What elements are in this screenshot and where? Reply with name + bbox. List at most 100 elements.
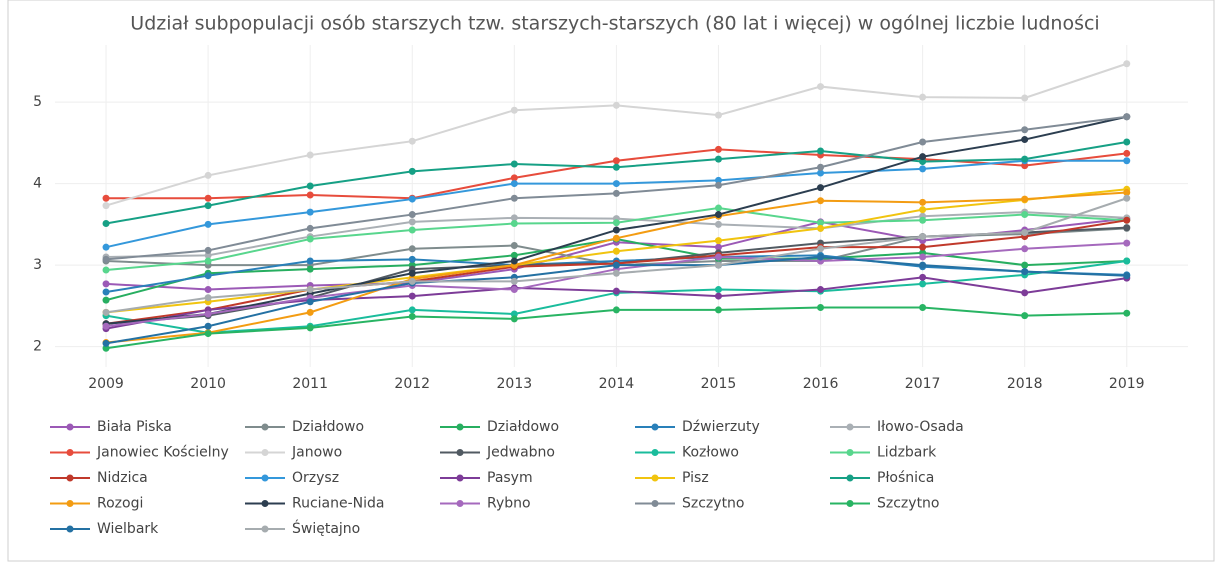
- data-point: [817, 286, 825, 294]
- x-tick-label: 2009: [88, 376, 124, 392]
- data-point: [714, 220, 722, 228]
- data-point: [1021, 289, 1029, 297]
- legend-label: Biała Piska: [97, 419, 172, 435]
- data-point: [510, 174, 518, 182]
- legend-label: Rybno: [487, 496, 531, 512]
- data-point: [1021, 245, 1029, 253]
- data-point: [408, 306, 416, 314]
- data-point: [408, 226, 416, 234]
- data-point: [612, 189, 620, 197]
- data-point: [510, 160, 518, 168]
- legend-swatch-marker: [651, 500, 659, 507]
- legend-label: Wielbark: [97, 521, 159, 537]
- x-tick-label: 2010: [190, 376, 226, 392]
- x-tick-label: 2014: [599, 376, 635, 392]
- y-tick-label: 2: [33, 339, 42, 355]
- x-tick-label: 2019: [1109, 376, 1145, 392]
- data-point: [510, 194, 518, 202]
- data-point: [817, 219, 825, 227]
- data-point: [510, 180, 518, 188]
- legend-label: Lidzbark: [877, 445, 937, 461]
- data-point: [102, 308, 110, 316]
- x-tick-label: 2012: [394, 376, 430, 392]
- data-point: [510, 242, 518, 250]
- data-point: [204, 294, 212, 302]
- data-point: [817, 253, 825, 261]
- data-point: [1021, 268, 1029, 276]
- data-point: [306, 151, 314, 159]
- data-point: [1123, 194, 1131, 202]
- data-point: [306, 191, 314, 199]
- x-tick-label: 2013: [497, 376, 533, 392]
- legend-swatch-marker: [456, 449, 464, 456]
- data-point: [714, 181, 722, 189]
- data-point: [612, 101, 620, 109]
- data-point: [919, 280, 927, 288]
- y-tick-label: 4: [33, 176, 42, 192]
- data-point: [714, 211, 722, 219]
- data-point: [919, 261, 927, 269]
- data-point: [1123, 216, 1131, 224]
- data-point: [612, 287, 620, 295]
- data-point: [204, 286, 212, 294]
- data-point: [919, 158, 927, 166]
- legend-swatch-marker: [456, 423, 464, 431]
- data-point: [919, 233, 927, 241]
- legend-swatch-marker: [846, 500, 854, 507]
- data-point: [1021, 155, 1029, 163]
- data-point: [714, 292, 722, 300]
- data-point: [204, 330, 212, 338]
- data-point: [306, 208, 314, 216]
- data-point: [204, 246, 212, 254]
- frame: [7, 0, 1215, 562]
- legend-swatch-marker: [66, 500, 74, 507]
- data-point: [102, 280, 110, 288]
- data-point: [306, 308, 314, 316]
- data-point: [612, 234, 620, 242]
- legend-label: Jedwabno: [486, 445, 555, 461]
- x-tick-label: 2011: [292, 376, 328, 392]
- x-tick-label: 2015: [701, 376, 737, 392]
- legend-swatch-marker: [846, 423, 854, 431]
- data-point: [612, 269, 620, 277]
- data-point: [102, 296, 110, 304]
- data-point: [612, 163, 620, 171]
- data-point: [919, 138, 927, 146]
- legend-label: Płośnica: [877, 470, 934, 486]
- data-point: [102, 339, 110, 347]
- data-point: [408, 195, 416, 203]
- data-point: [817, 245, 825, 253]
- data-point: [1123, 149, 1131, 157]
- legend-label: Świętajno: [292, 519, 360, 537]
- data-point: [1123, 157, 1131, 165]
- data-point: [714, 111, 722, 119]
- data-point: [817, 169, 825, 177]
- data-point: [102, 288, 110, 296]
- data-point: [408, 218, 416, 226]
- data-point: [306, 324, 314, 332]
- data-point: [408, 292, 416, 300]
- data-point: [1123, 239, 1131, 247]
- data-point: [1021, 211, 1029, 219]
- y-tick-label: 3: [33, 257, 42, 273]
- data-point: [1021, 261, 1029, 269]
- data-point: [102, 255, 110, 263]
- legend-swatch-marker: [651, 423, 659, 431]
- data-point: [204, 251, 212, 259]
- data-point: [408, 269, 416, 277]
- data-point: [408, 312, 416, 320]
- data-point: [1021, 228, 1029, 236]
- data-point: [306, 182, 314, 190]
- data-point: [1021, 312, 1029, 320]
- legend-label: Nidzica: [97, 470, 148, 486]
- data-point: [714, 286, 722, 294]
- data-point: [102, 266, 110, 274]
- data-point: [510, 257, 518, 265]
- data-point: [817, 83, 825, 91]
- legend-label: Janowiec Kościelny: [96, 445, 229, 461]
- data-point: [919, 243, 927, 251]
- data-point: [204, 272, 212, 280]
- legend-label: Rozogi: [97, 496, 143, 512]
- data-point: [510, 310, 518, 318]
